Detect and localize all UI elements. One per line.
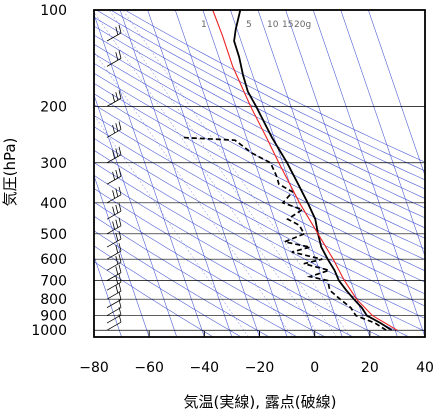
wind-barb-staff [107, 239, 121, 247]
wind-barb-flag [116, 52, 118, 60]
y-tick-label: 800 [40, 292, 67, 308]
y-tick-label: 900 [40, 309, 67, 325]
wind-barb-flag [119, 187, 121, 195]
pressure-grid [94, 10, 425, 337]
y-tick-label: 700 [40, 274, 67, 290]
y-tick-label: 400 [40, 196, 67, 212]
wind-barb [107, 168, 121, 184]
mixing-ratio-label: 5 [246, 20, 252, 30]
isotherm-line [92, 10, 204, 337]
wind-barb-flag [119, 254, 121, 262]
mixing-ratio-line [123, 10, 351, 337]
x-axis-title: 気温(実線), 露点(破線) [184, 393, 337, 411]
wind-barb [107, 25, 121, 41]
x-tick-label: −40 [190, 360, 220, 376]
wind-barb-flag [116, 285, 118, 293]
wind-barb-staff [107, 315, 121, 323]
y-tick-label: 100 [40, 3, 67, 19]
wind-barb-flag [116, 220, 118, 228]
wind-barb-staff [107, 273, 121, 281]
x-tick-label: −80 [79, 360, 109, 376]
wind-barb [107, 147, 121, 163]
x-tick-label: −20 [245, 360, 275, 376]
isotherm-line [203, 10, 315, 337]
wind-barb-flag [116, 266, 118, 274]
wind-barb-staff [107, 282, 121, 290]
wind-barb-staff [107, 2, 121, 10]
x-tick-labels: −80 −60 −40 −20 0 20 40 [79, 360, 434, 376]
wind-barb [107, 203, 121, 219]
wind-barb [107, 0, 121, 10]
isotherm-line [120, 10, 232, 337]
wind-barb-staff [107, 262, 121, 270]
wind-barb-flag [119, 231, 121, 239]
y-tick-label: 1000 [31, 323, 67, 339]
wind-barb-flag [113, 207, 115, 215]
wind-barb-flag [119, 203, 121, 211]
wind-barb-flag [119, 292, 121, 300]
mixing-ratio-label: 1 [201, 20, 207, 30]
dry-adiabat-line [96, 10, 435, 337]
wind-barb-flag [119, 121, 121, 129]
wind-barb-staff [107, 291, 121, 299]
wind-barb-flag [113, 190, 115, 198]
y-tick-label: 300 [40, 156, 67, 172]
wind-barb-flag [116, 205, 118, 213]
wind-barb-flag [116, 256, 118, 264]
dry-adiabat-line [39, 10, 435, 337]
x-tick-label: 0 [310, 360, 319, 376]
isotherm-line [148, 10, 260, 337]
plot-frame [94, 10, 425, 337]
wind-barb-staff [107, 58, 121, 66]
isotherm-line [286, 10, 398, 337]
wind-barb-flag [119, 265, 121, 273]
x-tick-label: 40 [416, 360, 434, 376]
wind-barb [107, 187, 121, 203]
parcel-line [213, 10, 398, 330]
wind-barb-flag [116, 0, 118, 4]
wind-barb-flag [119, 0, 121, 2]
y-tick-label: 600 [40, 252, 67, 268]
y-tick-label: 500 [40, 227, 67, 243]
wind-barb-flag [119, 147, 121, 155]
isotherm-line [341, 10, 435, 337]
wind-barb-flag [116, 149, 118, 157]
wind-barb-flag [119, 283, 121, 291]
y-tick-label: 200 [40, 99, 67, 115]
y-axis-title: 気圧(hPa) [1, 138, 19, 207]
wind-barb-flag [113, 125, 115, 133]
wind-barb-flag [116, 123, 118, 131]
x-tick-label: −60 [134, 360, 164, 376]
isotherm-line [65, 10, 177, 337]
mixing-ratio-label: 20g [294, 20, 311, 30]
mixing-ratio-label: 10 [267, 20, 279, 30]
wind-barb-flag [116, 92, 118, 100]
wind-barb-flag [119, 50, 121, 58]
wind-barb [107, 283, 121, 299]
mixing-ratio-label: 15 [282, 20, 293, 30]
wind-barb-flag [119, 25, 121, 33]
wind-barb-flag [116, 27, 118, 35]
wind-barb [107, 121, 121, 137]
x-tick-label: 20 [361, 360, 379, 376]
wind-barb-flag [113, 172, 115, 180]
